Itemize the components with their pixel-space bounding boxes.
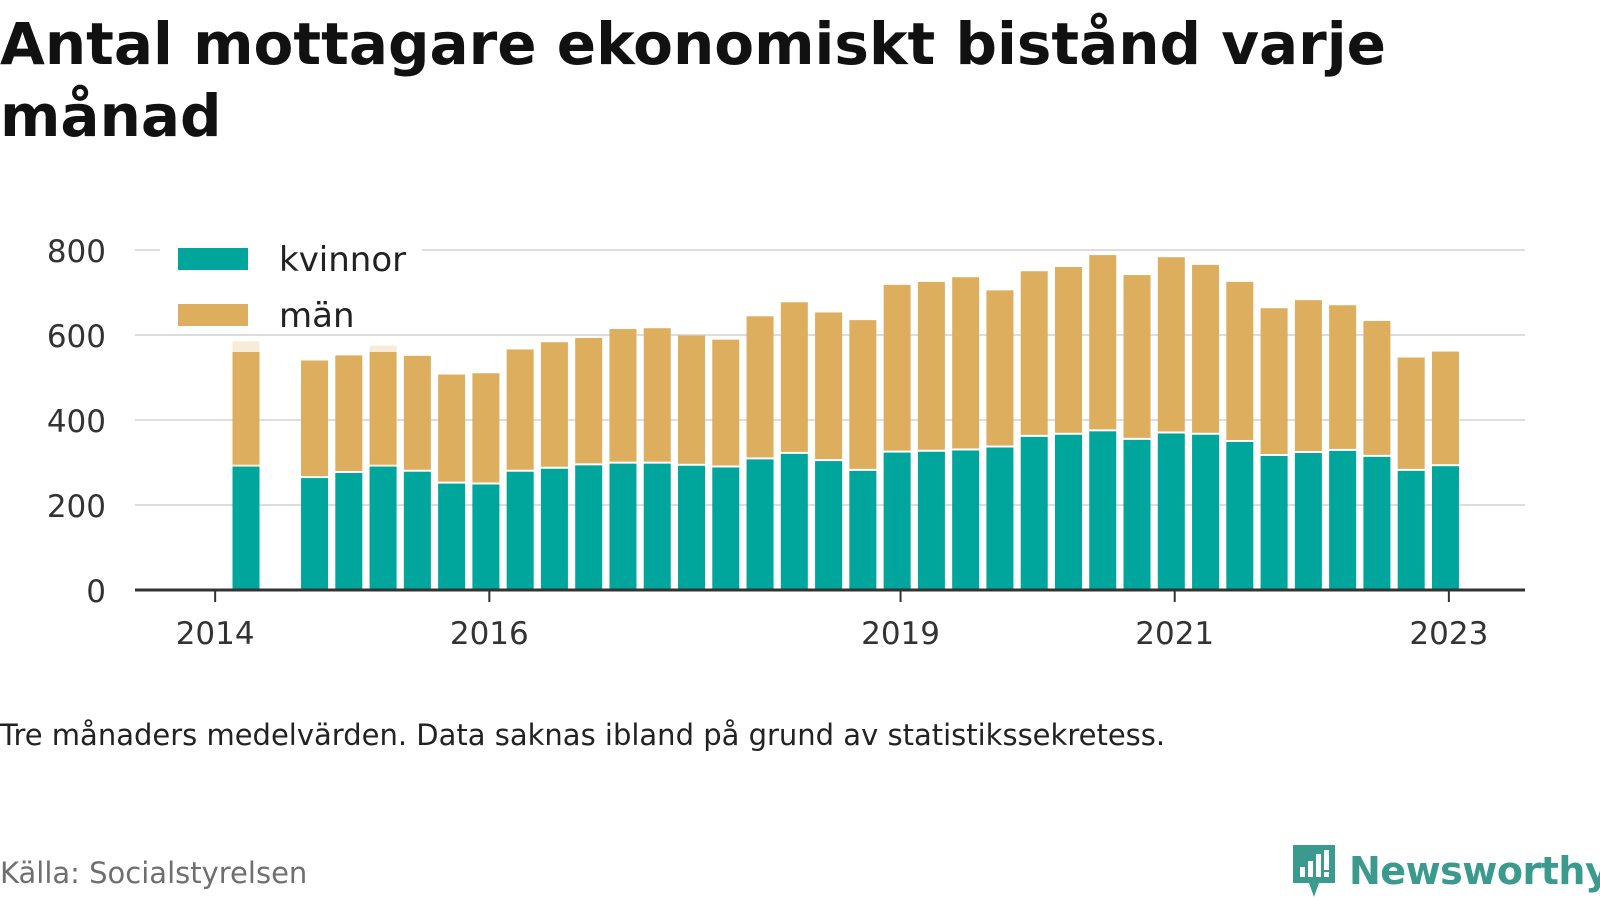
bar-man xyxy=(678,335,706,464)
bar-man xyxy=(1157,257,1185,432)
bar-man xyxy=(815,312,843,460)
bar-man xyxy=(883,284,911,451)
bar-kvinnor xyxy=(917,451,945,590)
bar-kvinnor xyxy=(1329,450,1357,590)
bar-man xyxy=(1363,320,1391,455)
bar-kvinnor xyxy=(301,478,329,590)
bar-kvinnor xyxy=(1192,434,1220,590)
bar-kvinnor xyxy=(1054,434,1082,590)
x-tick-label: 2016 xyxy=(450,616,529,652)
bar-man xyxy=(335,355,363,471)
axes: 0 200 400 600 800 2014 2016 2019 2021 2023 xyxy=(47,234,1525,652)
bar-kvinnor xyxy=(952,450,980,590)
bar-kvinnor xyxy=(1089,431,1117,590)
bar-man xyxy=(1329,305,1357,449)
bar-man xyxy=(438,374,466,482)
x-tick-label: 2014 xyxy=(176,616,255,652)
bar-kvinnor xyxy=(678,465,706,590)
bar-kvinnor xyxy=(609,463,637,590)
bar-man xyxy=(643,328,671,462)
bar-kvinnor xyxy=(369,466,397,590)
bar-man xyxy=(506,349,534,470)
legend: kvinnor män xyxy=(160,238,422,336)
y-tick-label: 800 xyxy=(47,234,106,270)
bar-man xyxy=(746,316,774,458)
source-text: Källa: Socialstyrelsen xyxy=(0,856,308,890)
y-tick-label: 0 xyxy=(86,574,106,610)
bar-kvinnor xyxy=(986,447,1014,590)
bar-kvinnor xyxy=(883,452,911,590)
newsworthy-logo-icon xyxy=(1293,845,1335,897)
bar-man xyxy=(403,355,431,470)
bar-man xyxy=(609,329,637,462)
brand-logo[interactable]: Newsworthy xyxy=(1289,843,1600,899)
bar-man xyxy=(1226,281,1254,440)
brand-name: Newsworthy xyxy=(1349,849,1600,893)
bar-man xyxy=(472,373,500,483)
bar-kvinnor xyxy=(1397,470,1425,590)
bar-man xyxy=(232,352,260,465)
bar-kvinnor xyxy=(1226,441,1254,590)
bar-kvinnor xyxy=(780,453,808,590)
bar-man xyxy=(1089,255,1117,430)
bar-kvinnor xyxy=(438,483,466,590)
bar-kvinnor xyxy=(1294,453,1322,590)
bar-man xyxy=(917,281,945,450)
bar-man xyxy=(986,290,1014,446)
bar-man xyxy=(780,302,808,452)
bar-man xyxy=(1020,271,1048,435)
legend-swatch xyxy=(178,304,248,326)
bar-kvinnor xyxy=(746,459,774,590)
bar-kvinnor xyxy=(849,470,877,590)
legend-label: kvinnor xyxy=(279,240,406,280)
bar-kvinnor xyxy=(712,467,740,590)
bar-kvinnor xyxy=(232,466,260,590)
y-tick-label: 400 xyxy=(47,404,106,440)
bar-kvinnor xyxy=(540,468,568,590)
bar-man xyxy=(1054,267,1082,433)
bar-kvinnor xyxy=(1020,436,1048,590)
bar-kvinnor xyxy=(403,471,431,590)
bar-man xyxy=(575,337,603,464)
chart-title: Antal mottagare ekonomiskt bistånd varje… xyxy=(0,10,1386,150)
bar-man xyxy=(1260,308,1288,454)
bar-man xyxy=(712,339,740,466)
bars xyxy=(232,255,1459,590)
bar-kvinnor xyxy=(1123,439,1151,590)
x-tick-label: 2021 xyxy=(1135,616,1214,652)
bar-kvinnor xyxy=(472,484,500,590)
bar-man xyxy=(1294,300,1322,452)
legend-label: män xyxy=(279,296,355,336)
bar-man xyxy=(1397,357,1425,469)
bar-chart: 0 200 400 600 800 2014 2016 2019 2021 2023 kvinno… xyxy=(47,234,1525,652)
bar-man xyxy=(1192,264,1220,433)
bar-man xyxy=(301,360,329,477)
bar-kvinnor xyxy=(575,465,603,590)
x-tick-label: 2019 xyxy=(861,616,940,652)
bar-kvinnor xyxy=(1260,456,1288,590)
bar-kvinnor xyxy=(335,473,363,590)
bar-man xyxy=(1431,351,1459,465)
bar-man xyxy=(369,352,397,465)
footnote: Tre månaders medelvärden. Data saknas ib… xyxy=(0,718,1166,752)
legend-swatch xyxy=(178,248,248,270)
bar-kvinnor xyxy=(1363,456,1391,590)
y-tick-label: 200 xyxy=(47,489,106,525)
bar-man xyxy=(952,277,980,449)
bar-kvinnor xyxy=(1431,466,1459,590)
x-tick-label: 2023 xyxy=(1409,616,1488,652)
bar-man xyxy=(849,320,877,469)
bar-man xyxy=(1123,275,1151,438)
bar-man xyxy=(540,342,568,467)
bar-kvinnor xyxy=(506,471,534,590)
y-tick-label: 600 xyxy=(47,319,106,355)
bar-kvinnor xyxy=(815,461,843,590)
bar-kvinnor xyxy=(1157,433,1185,590)
bar-kvinnor xyxy=(643,463,671,590)
